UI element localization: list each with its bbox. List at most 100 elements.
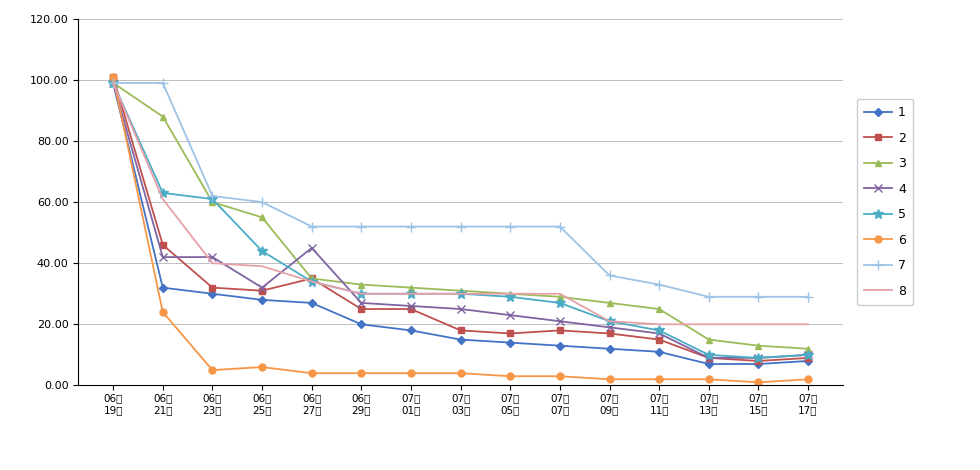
6 [803,376,814,382]
8 [803,321,814,327]
1 [703,361,714,367]
1 [753,361,764,367]
3 [306,275,318,281]
5 [306,279,318,284]
2 [207,285,219,290]
6 [703,376,714,382]
Line: 7: 7 [108,78,813,302]
Line: 4: 4 [109,79,812,362]
5 [405,291,416,297]
2 [356,306,368,312]
Line: 6: 6 [110,73,811,386]
5 [157,190,169,196]
3 [803,346,814,352]
3 [207,199,219,205]
7 [356,224,368,229]
2 [803,355,814,361]
4 [455,306,466,312]
1 [107,80,119,86]
1 [505,340,516,345]
4 [803,352,814,358]
4 [753,355,764,361]
7 [505,224,516,229]
6 [505,373,516,379]
6 [157,309,169,315]
1 [356,321,368,327]
6 [207,368,219,373]
3 [554,294,565,300]
1 [455,337,466,343]
2 [654,337,665,343]
8 [753,321,764,327]
5 [803,352,814,358]
2 [107,74,119,80]
3 [455,288,466,293]
7 [207,193,219,199]
8 [306,279,318,284]
1 [306,300,318,306]
Line: 2: 2 [110,73,811,364]
4 [604,324,615,330]
4 [207,254,219,260]
4 [654,331,665,337]
Line: 8: 8 [113,83,808,324]
3 [405,285,416,290]
1 [803,358,814,364]
8 [207,260,219,266]
5 [604,319,615,324]
1 [207,291,219,297]
Line: 3: 3 [110,79,811,352]
8 [256,263,268,269]
6 [306,370,318,376]
3 [256,214,268,220]
7 [306,224,318,229]
8 [554,291,565,297]
Line: 5: 5 [108,78,813,363]
7 [604,273,615,278]
8 [654,321,665,327]
3 [604,300,615,306]
4 [554,319,565,324]
5 [703,352,714,358]
7 [703,294,714,300]
3 [107,80,119,86]
4 [703,355,714,361]
8 [107,80,119,86]
2 [604,331,615,337]
6 [256,364,268,370]
5 [753,355,764,361]
5 [256,248,268,254]
5 [356,291,368,297]
2 [455,328,466,333]
7 [803,294,814,300]
2 [505,331,516,337]
8 [405,291,416,297]
7 [107,80,119,86]
4 [256,285,268,290]
5 [505,294,516,300]
3 [157,114,169,119]
7 [554,224,565,229]
7 [753,294,764,300]
6 [654,376,665,382]
5 [654,328,665,333]
7 [455,224,466,229]
7 [256,199,268,205]
2 [405,306,416,312]
7 [654,282,665,288]
7 [405,224,416,229]
2 [256,288,268,293]
2 [554,328,565,333]
5 [554,300,565,306]
5 [455,291,466,297]
Line: 1: 1 [111,80,810,367]
6 [554,373,565,379]
6 [604,376,615,382]
2 [157,242,169,248]
7 [157,80,169,86]
4 [405,303,416,309]
5 [207,196,219,202]
1 [157,285,169,290]
8 [703,321,714,327]
6 [753,380,764,385]
